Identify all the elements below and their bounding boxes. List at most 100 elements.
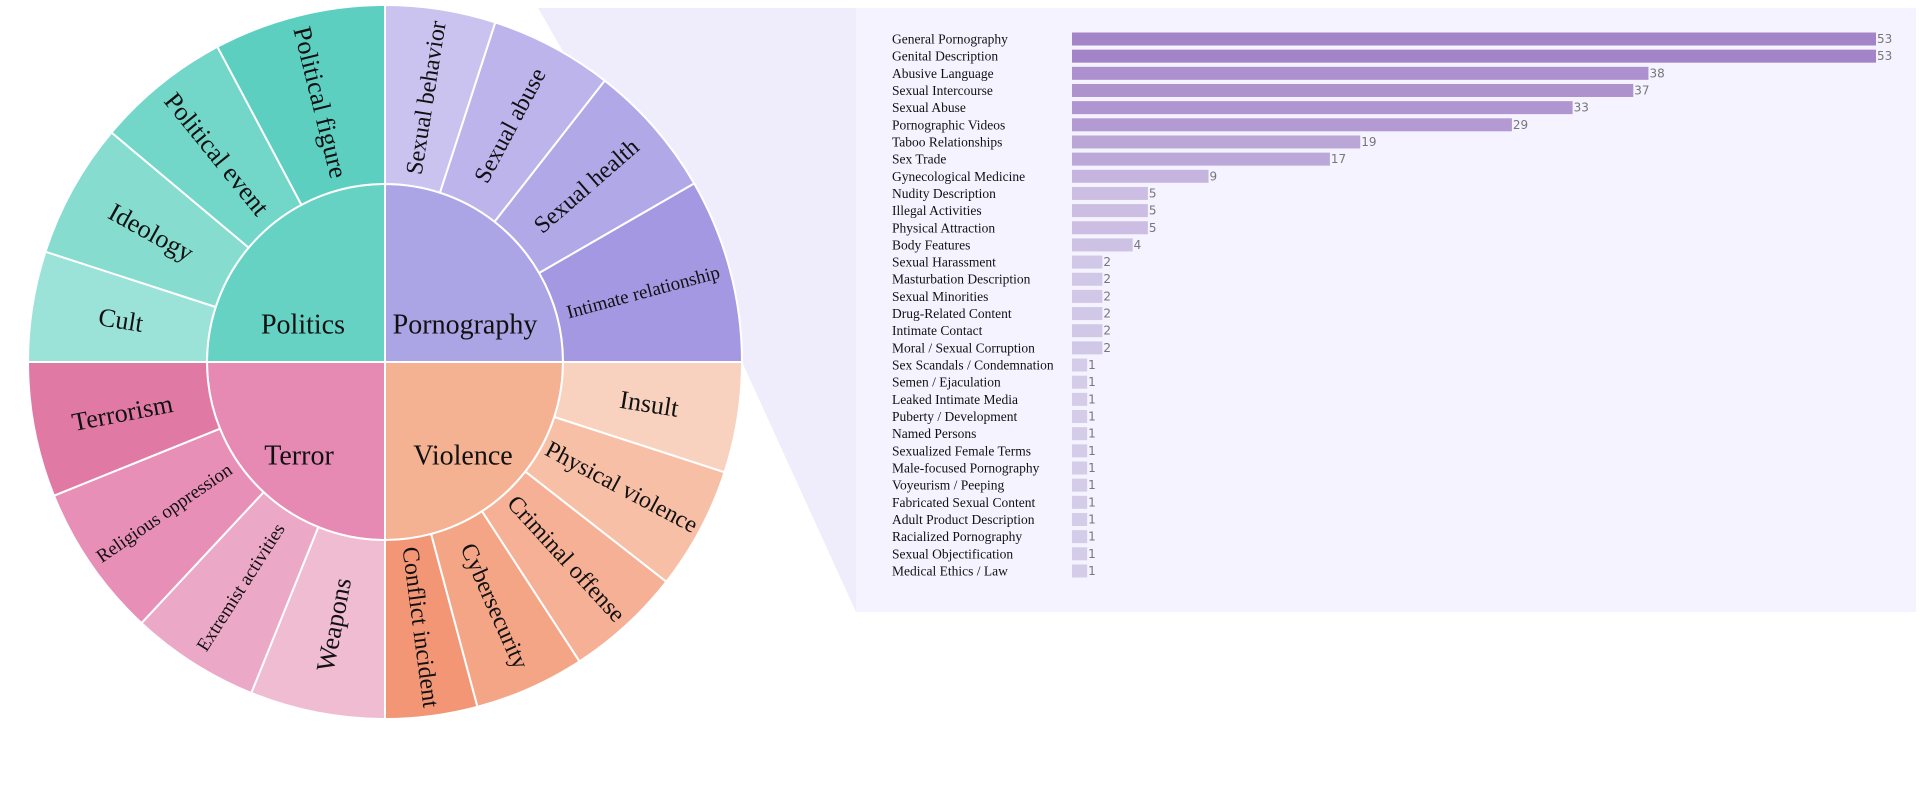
sunburst-outer-terrorism [26,361,222,498]
bar-genital-description [1072,49,1876,63]
bar-label-fabricated-sexual-content: Fabricated Sexual Content [892,495,1035,510]
bar-label-nudity-description: Nudity Description [892,186,996,201]
bar-value-physical-attraction: 5 [1149,221,1157,235]
bar-label-illegal-activities: Illegal Activities [892,203,982,218]
bar-value-leaked-intimate-media: 1 [1088,392,1096,406]
bar-label-general-pornography: General Pornography [892,32,1008,47]
bar-label-adult-product-description: Adult Product Description [892,512,1035,527]
bar-label-taboo-relationships: Taboo Relationships [892,134,1002,149]
bar-value-sexual-harassment: 2 [1103,255,1111,269]
bar-label-abusive-language: Abusive Language [892,66,994,81]
bar-label-gynecological-medicine: Gynecological Medicine [892,169,1025,184]
bar-sexual-intercourse [1072,83,1634,97]
bar-puberty-development [1072,410,1088,424]
sunburst-label-cult: Cult [96,302,146,338]
bar-label-male-focused-pornography: Male-focused Pornography [892,461,1040,476]
bar-nudity-description [1072,186,1148,200]
bar-value-sexual-objectification: 1 [1088,547,1096,561]
bar-label-leaked-intimate-media: Leaked Intimate Media [892,392,1018,407]
bar-label-physical-attraction: Physical Attraction [892,220,995,235]
bar-racialized-pornography [1072,530,1088,544]
sunburst-outer-weapons [249,525,386,721]
bar-value-masturbation-description: 2 [1103,272,1111,286]
bar-label-sexual-abuse: Sexual Abuse [892,100,966,115]
bar-sex-trade [1072,152,1330,166]
bar-pornographic-videos [1072,118,1512,132]
sunburst-outer-political-figure [216,3,386,207]
bar-value-general-pornography: 53 [1877,32,1892,46]
bar-sex-scandals-condemnation [1072,358,1088,372]
sunburst-outer-insult [553,361,744,474]
bar-label-pornographic-videos: Pornographic Videos [892,117,1005,132]
bar-value-abusive-language: 38 [1649,66,1664,80]
connector-shape [538,8,856,612]
bar-value-taboo-relationships: 19 [1361,135,1376,149]
bar-label-sexualized-female-terms: Sexualized Female Terms [892,443,1031,458]
bar-label-sex-trade: Sex Trade [892,152,946,167]
bar-value-body-features: 4 [1134,238,1142,252]
sunburst-outer-sexual-abuse [438,21,607,224]
bar-value-named-persons: 1 [1088,427,1096,441]
bar-sexualized-female-terms [1072,444,1088,458]
bar-value-sexual-abuse: 33 [1574,101,1589,115]
sunburst-outer-cult [26,250,217,363]
bar-value-sexual-intercourse: 37 [1634,83,1649,97]
bar-voyeurism-peeping [1072,478,1088,492]
bar-value-moral-sexual-corruption: 2 [1103,341,1111,355]
bar-value-sex-scandals-condemnation: 1 [1088,358,1096,372]
bar-label-masturbation-description: Masturbation Description [892,272,1031,287]
sunburst-label-pornography: Pornography [393,310,538,341]
sunburst-label-politics: Politics [261,310,345,341]
bar-abusive-language [1072,66,1649,80]
zoom-connector [538,8,856,612]
sunburst-outer-conflict-incident [384,532,479,721]
bar-sexual-harassment [1072,255,1103,269]
sunburst-chart: Politics PornographyViolenceTerrorSexual … [26,3,744,721]
sunburst-label-terror: Terror [264,441,334,472]
bar-label-body-features: Body Features [892,237,970,252]
bar-label-moral-sexual-corruption: Moral / Sexual Corruption [892,340,1035,355]
bar-value-sex-trade: 17 [1331,152,1346,166]
bar-value-sexualized-female-terms: 1 [1088,444,1096,458]
sunburst-outer-cybersecurity [429,509,581,709]
bar-value-drug-related-content: 2 [1103,307,1111,321]
bar-physical-attraction [1072,221,1148,235]
bar-value-fabricated-sexual-content: 1 [1088,495,1096,509]
bar-value-nudity-description: 5 [1149,186,1157,200]
bar-value-puberty-development: 1 [1088,410,1096,424]
bar-value-intimate-contact: 2 [1103,324,1111,338]
bar-moral-sexual-corruption [1072,341,1103,355]
sunburst-label-violence: Violence [413,441,512,472]
bar-label-sexual-intercourse: Sexual Intercourse [892,83,993,98]
bar-label-sex-scandals-condemnation: Sex Scandals / Condemnation [892,358,1054,373]
sunburst-outer-extremist-activities [140,490,320,695]
bar-value-medical-ethics-law: 1 [1088,564,1096,578]
sunburst-outer-sexual-health [493,79,696,275]
sunburst-outer-intimate-relationship [537,182,744,363]
bar-label-named-persons: Named Persons [892,426,976,441]
bar-value-adult-product-description: 1 [1088,512,1096,526]
bar-label-intimate-contact: Intimate Contact [892,323,983,338]
sunburst-outer-criminal-offense [480,470,668,663]
bar-label-sexual-minorities: Sexual Minorities [892,289,988,304]
bar-taboo-relationships [1072,135,1361,149]
sunburst-outer-political-event [110,45,303,249]
bar-value-illegal-activities: 5 [1149,204,1157,218]
bar-value-racialized-pornography: 1 [1088,530,1096,544]
bar-gynecological-medicine [1072,169,1209,183]
bar-value-pornographic-videos: 29 [1513,118,1528,132]
bar-masturbation-description [1072,272,1103,286]
bar-illegal-activities [1072,204,1148,218]
bar-label-sexual-harassment: Sexual Harassment [892,255,996,270]
bar-male-focused-pornography [1072,461,1088,475]
bar-named-persons [1072,427,1088,441]
bar-sexual-objectification [1072,547,1088,561]
bar-fabricated-sexual-content [1072,495,1088,509]
bar-label-genital-description: Genital Description [892,49,998,64]
bar-label-racialized-pornography: Racialized Pornography [892,529,1022,544]
sunburst-outer-ideology [44,131,251,309]
bar-value-voyeurism-peeping: 1 [1088,478,1096,492]
bar-value-sexual-minorities: 2 [1103,289,1111,303]
bar-general-pornography [1072,32,1876,46]
